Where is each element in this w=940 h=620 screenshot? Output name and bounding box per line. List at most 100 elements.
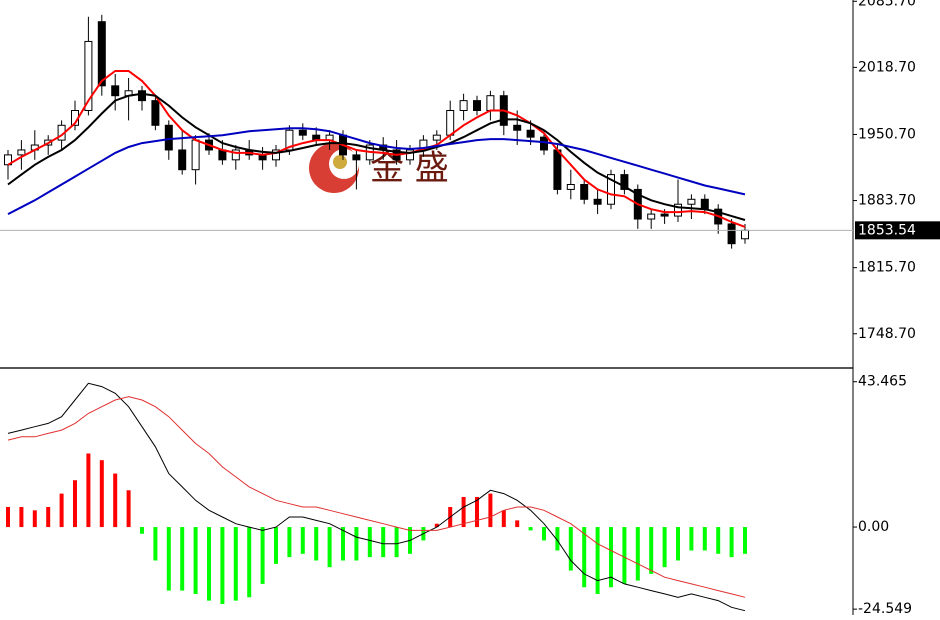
candle-body [138,90,146,102]
macd-bar [140,527,144,534]
candle-body [459,100,468,111]
candle-body [674,203,682,217]
y-tick-label: 0.00 [858,519,889,535]
candle-body [660,213,669,217]
candle-body [178,149,187,171]
macd-bar [555,527,560,551]
macd-bar [341,527,345,561]
macd-bar [702,527,707,551]
candle-body [486,95,495,111]
y-tick-label: -24.549 [858,601,912,617]
macd-bar [743,527,747,554]
y-tick-label: 43.465 [858,374,907,390]
macd-bar [73,480,77,528]
candle-body [473,100,481,111]
current-price-label: 1853.54 [858,222,916,238]
candle-body [298,129,307,136]
macd-bar [113,473,118,528]
macd-bar [622,527,627,584]
macd-bar [99,460,104,528]
candle-body [17,149,26,156]
candle-body [553,149,562,190]
macd-bar [166,527,171,591]
y-tick-label: 1815.70 [858,260,916,276]
candle-body [607,174,615,205]
candle-body [540,136,548,151]
macd-bar [153,527,158,561]
y-tick-label: 1950.70 [858,126,916,142]
macd-bar [233,527,238,601]
macd-bar [59,493,64,528]
candle-body [84,40,93,111]
macd-bar [649,527,654,574]
macd-bar [300,527,305,554]
macd-bar [542,527,546,541]
macd-bar [314,527,319,561]
macd-bar [180,527,185,591]
macd-bar [475,496,479,528]
y-tick-label: 1883.70 [858,193,916,209]
macd-bar [6,506,10,528]
macd-bar [126,490,131,528]
macd-bar [207,527,211,601]
candle-body [580,183,589,200]
plot-area [4,14,749,249]
macd-bar [568,527,573,571]
candle-body [191,139,200,171]
macd-bar [86,453,91,528]
candle-body [432,134,441,141]
macd-bar [46,506,51,528]
macd-bar [501,510,506,528]
macd-bar [287,527,292,558]
y-tick-label: 1748.70 [858,326,916,342]
current-price-box [855,221,940,240]
macd-bar [19,506,24,528]
y-tick-label: 2018.70 [858,59,916,75]
macd-bar [461,496,466,528]
macd-bar [716,527,721,554]
candle-body [593,198,602,205]
macd-bar [609,527,613,588]
macd-bar [689,527,694,551]
macd-bar [32,510,37,528]
candle-body [97,21,106,87]
macd-bar [729,527,734,558]
candle-body [647,213,656,220]
candle-body [151,100,160,126]
candle-body [446,109,455,136]
candle-body [513,124,522,131]
candle-body [700,198,709,210]
series-line [7,92,746,221]
macd-bar [582,527,587,588]
macd-bar [381,527,386,558]
macd-bar [515,520,520,528]
y-tick-label: 2085.70 [858,0,916,9]
candle-body [566,183,575,190]
series-line [7,382,746,612]
plot-area [6,382,747,612]
macd-bar [635,527,640,581]
macd-bar [193,527,198,594]
macd-bar [595,527,600,594]
macd-bar [488,493,493,528]
candle-body [272,149,280,161]
series-line [7,127,746,215]
macd-bar [274,527,278,564]
candle-body [231,149,240,161]
macd-bar [367,527,372,558]
macd-bar [434,523,439,528]
candle-body [687,198,696,205]
macd-bar [327,527,332,568]
macd-bar [662,527,667,568]
logo-coin [333,155,347,169]
candle-body [526,129,535,138]
candle-body [727,223,736,245]
series-line [7,70,746,228]
candle-body [741,229,749,240]
candle-body [620,174,629,190]
macd-bar [394,527,399,558]
macd-bar [354,527,359,561]
series-line [7,396,746,598]
candle-body [164,124,173,151]
